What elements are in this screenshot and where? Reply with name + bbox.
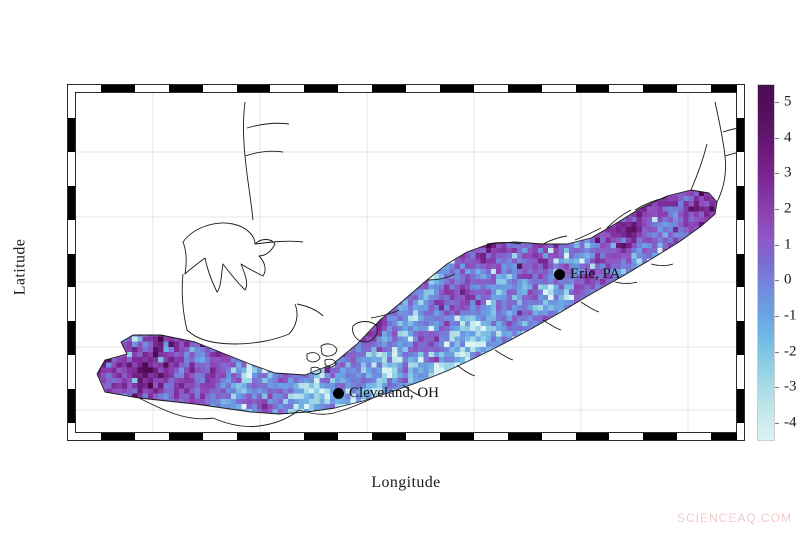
city-marker-erie[interactable]: Erie, PA (554, 266, 620, 283)
colorbar-tick (775, 173, 779, 175)
city-dot-icon (333, 388, 344, 399)
x-axis-label-text: Longitude (371, 474, 441, 491)
map-frame-top (67, 84, 745, 92)
colorbar-tick (775, 244, 779, 246)
colorbar-tick-label: -2 (784, 343, 797, 360)
city-marker-cleveland[interactable]: Cleveland, OH (333, 385, 439, 402)
colorbar-gradient (757, 84, 775, 441)
map-frame-right (737, 84, 745, 441)
colorbar-tick-label: 1 (784, 236, 792, 253)
colorbar-tick-label: 0 (784, 271, 792, 288)
map-graphic (75, 92, 737, 433)
coastline-paths (96, 101, 737, 427)
city-label-cleveland: Cleveland, OH (349, 385, 439, 401)
colorbar-tick-label: -3 (784, 378, 797, 395)
colorbar-tick-label: 4 (784, 129, 792, 146)
colorbar-tick (775, 208, 779, 210)
colorbar-tick (775, 387, 779, 389)
colorbar-tick (775, 316, 779, 318)
y-axis-label: Latitude (2, 0, 38, 533)
colorbar-tick (775, 280, 779, 282)
colorbar-tick-labels: 5 4 3 2 1 0 -1 -2 -3 -4 (775, 84, 800, 441)
colorbar-tick-label: 5 (784, 93, 792, 110)
watermark: SCIENCEAQ.COM (676, 511, 792, 525)
colorbar-tick-label: -4 (784, 414, 797, 431)
map-frame-bottom (67, 433, 745, 441)
colorbar-tick-label: 2 (784, 200, 792, 217)
city-label-erie: Erie, PA (570, 266, 621, 282)
x-axis-label: Longitude (67, 474, 745, 492)
colorbar-tick-label: 3 (784, 164, 792, 181)
colorbar-tick (775, 351, 779, 353)
city-dot-icon (554, 269, 565, 280)
colorbar-tick (775, 101, 779, 103)
y-axis-label-text: Latitude (11, 238, 29, 295)
colorbar: 5 4 3 2 1 0 -1 -2 -3 -4 (757, 84, 797, 441)
colorbar-tick (775, 423, 779, 425)
colorbar-tick-label: -1 (784, 307, 797, 324)
map-plot-area (75, 92, 737, 433)
map-panel: Cleveland, OH Erie, PA (67, 84, 745, 441)
colorbar-tick (775, 137, 779, 139)
map-frame-left (67, 84, 75, 441)
